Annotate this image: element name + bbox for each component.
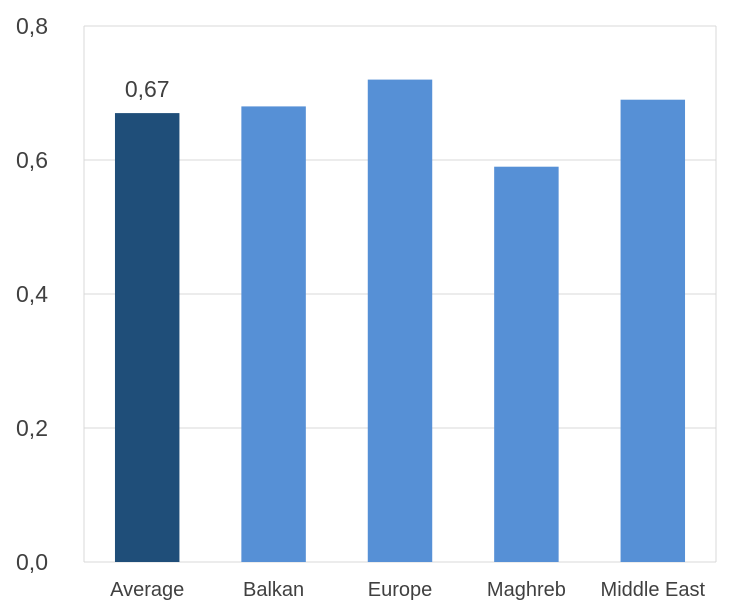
y-tick-label: 0,4 bbox=[16, 281, 48, 307]
bar-maghreb bbox=[494, 166, 559, 562]
x-category-label: Average bbox=[110, 579, 184, 601]
x-category-label: Maghreb bbox=[487, 579, 566, 601]
y-tick-label: 0,2 bbox=[16, 415, 48, 441]
data-labels: 0,67 bbox=[125, 76, 170, 102]
x-category-label: Middle East bbox=[601, 579, 706, 601]
bars bbox=[114, 79, 686, 563]
y-tick-label: 0,6 bbox=[16, 147, 48, 173]
y-tick-label: 0,0 bbox=[16, 549, 48, 575]
bar-europe bbox=[367, 79, 433, 562]
x-axis-category-labels: Average Balkan Europe Maghreb Middle East bbox=[110, 579, 705, 601]
bar-middle-east bbox=[620, 99, 686, 562]
x-category-label: Balkan bbox=[243, 579, 304, 601]
x-category-label: Europe bbox=[368, 579, 433, 601]
data-label: 0,67 bbox=[125, 76, 170, 102]
bar-balkan bbox=[241, 106, 306, 563]
bar-average bbox=[114, 113, 180, 562]
y-tick-label: 0,8 bbox=[16, 13, 48, 39]
y-axis-tick-labels: 0,0 0,2 0,4 0,6 0,8 bbox=[16, 13, 48, 575]
